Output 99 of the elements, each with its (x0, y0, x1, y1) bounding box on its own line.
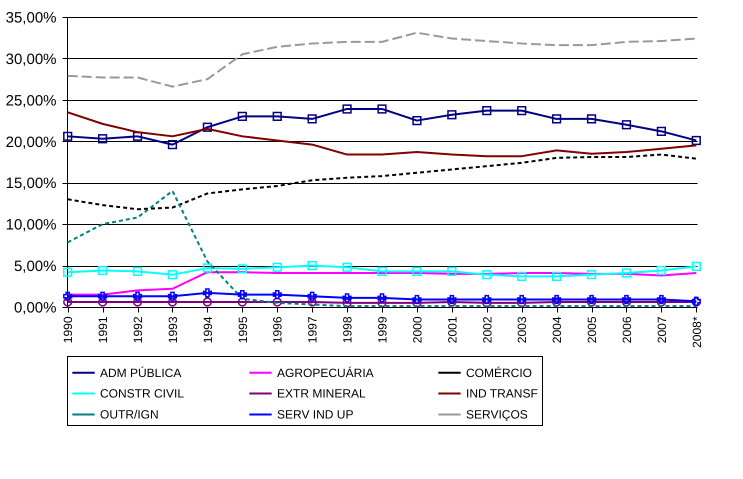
point (552, 294, 562, 304)
x-tick-label: 2002 (480, 316, 494, 344)
point (552, 114, 562, 124)
y-tick-label: 0,00% (14, 300, 56, 316)
x-tick-label: 1999 (376, 316, 390, 344)
point (447, 110, 456, 120)
x-tick-label: 1996 (270, 316, 285, 344)
point (238, 264, 247, 274)
point (132, 292, 142, 301)
point (308, 260, 317, 270)
point (63, 292, 72, 301)
point (132, 297, 142, 307)
x-tick-label: 2003 (515, 316, 530, 344)
point (272, 262, 282, 272)
point (412, 116, 422, 126)
point (168, 292, 178, 301)
x-tick-label: 1998 (340, 316, 355, 344)
legend-label: IND TRANSF (466, 386, 538, 400)
point (272, 297, 282, 307)
point (656, 266, 666, 276)
x-tick-label: 2004 (550, 316, 564, 344)
point (377, 104, 387, 114)
point (377, 298, 387, 308)
x-tick-label: 1991 (96, 316, 110, 344)
point (202, 122, 212, 132)
x-tick-label: 1990 (61, 316, 76, 344)
point (412, 266, 422, 276)
point (586, 294, 596, 304)
x-tick-label: 2007 (654, 316, 669, 344)
x-tick-label: 1992 (131, 316, 146, 344)
point (98, 134, 108, 144)
point (622, 120, 632, 130)
point (168, 270, 178, 280)
point (342, 298, 352, 308)
point (132, 266, 142, 276)
point (342, 262, 352, 272)
legend-label: OUTR/IGN (100, 408, 159, 422)
x-tick-label: 1997 (306, 316, 320, 344)
point (377, 293, 387, 303)
point (517, 294, 526, 304)
point (377, 266, 387, 276)
point (342, 104, 352, 114)
point (202, 297, 212, 307)
point (447, 294, 456, 304)
point (132, 132, 142, 141)
point (308, 114, 317, 124)
y-tick-label: 10,00% (6, 216, 56, 234)
point (98, 266, 108, 276)
y-tick-label: 30,00% (6, 50, 56, 68)
legend-label: SERVIÇOS (466, 408, 528, 422)
x-tick-label: 1994 (200, 316, 215, 344)
point (622, 294, 632, 304)
x-tick-label: 2008* (690, 316, 704, 348)
point (692, 136, 701, 146)
point (482, 294, 492, 304)
point (552, 272, 562, 281)
point (238, 290, 247, 300)
point (517, 106, 526, 116)
x-tick-label: 1993 (166, 316, 180, 344)
point (168, 297, 178, 307)
point (168, 140, 178, 150)
y-tick-label: 35,00% (6, 10, 56, 26)
x-tick-label: 2006 (620, 316, 634, 344)
y-tick-label: 5,00% (14, 258, 56, 276)
point (412, 294, 422, 304)
x-tick-label: 2001 (445, 316, 460, 344)
point (202, 263, 212, 273)
point (656, 294, 666, 304)
legend-label: EXTR MINERAL (277, 386, 366, 400)
point (586, 270, 596, 280)
x-tick-label: 2005 (585, 316, 600, 344)
y-tick-label: 25,00% (6, 92, 56, 110)
x-tick-label: 2000 (410, 316, 424, 344)
legend-label: COMÉRCIO (466, 366, 532, 380)
point (238, 297, 247, 307)
legend-label: SERV IND UP (277, 408, 354, 422)
y-tick-label: 20,00% (6, 134, 56, 151)
legend-label: CONSTR CIVIL (100, 386, 184, 400)
legend-label: AGROPECUÁRIA (277, 366, 374, 380)
point (517, 272, 526, 281)
point (692, 262, 701, 272)
point (272, 112, 282, 122)
point (586, 114, 596, 124)
y-tick-label: 15,00% (6, 175, 56, 192)
point (482, 106, 492, 116)
point (308, 297, 317, 307)
point (447, 266, 456, 276)
point (622, 268, 632, 278)
legend-label: ADM PÚBLICA (100, 366, 182, 380)
point (272, 290, 282, 300)
x-tick-label: 1995 (236, 316, 250, 344)
point (656, 126, 666, 136)
point (98, 292, 108, 301)
point (308, 292, 317, 301)
point (482, 270, 492, 280)
point (238, 112, 247, 122)
point (202, 288, 212, 298)
point (342, 293, 352, 303)
point (98, 297, 108, 307)
